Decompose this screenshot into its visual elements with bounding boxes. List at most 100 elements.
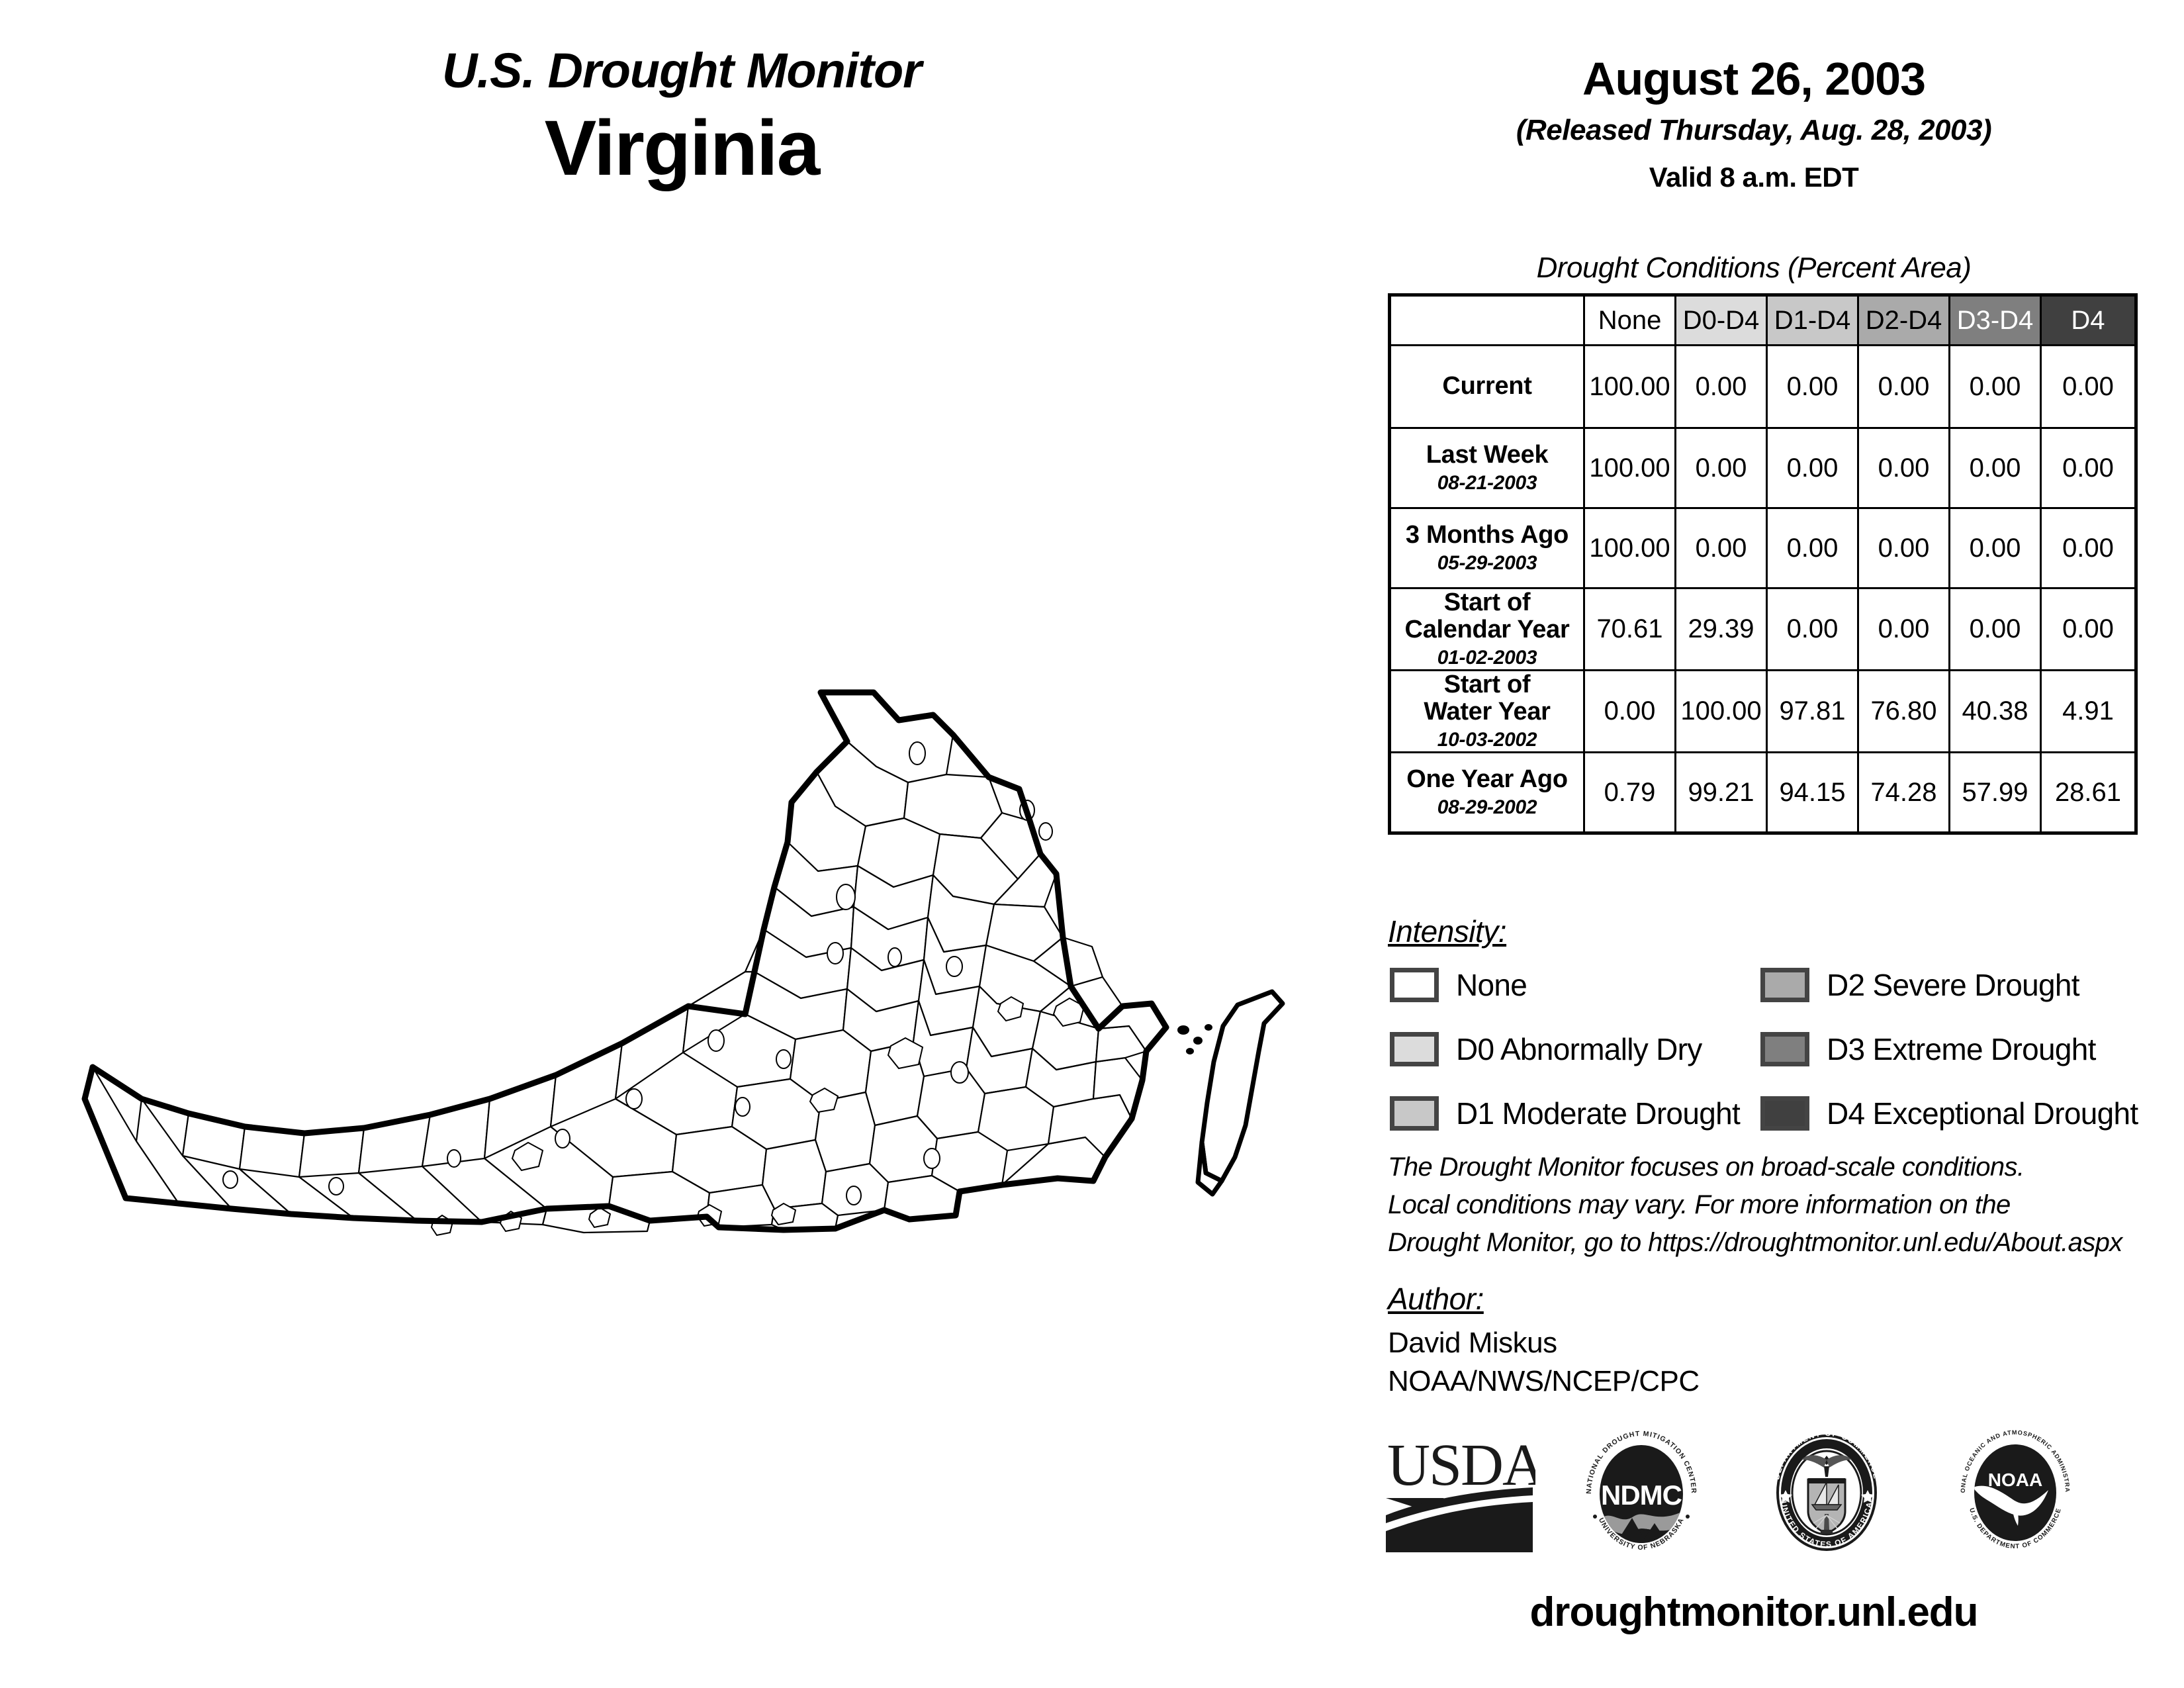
map-city-enclaves — [222, 741, 1085, 1237]
cell-d4: 4.91 — [2040, 669, 2137, 754]
cell-none: 100.00 — [1583, 507, 1676, 589]
legend-swatch-d1 — [1390, 1096, 1439, 1131]
cell-d2-d4: 0.00 — [1857, 427, 1950, 509]
cell-none: 100.00 — [1583, 427, 1676, 509]
cell-d3-d4: 0.00 — [1948, 507, 2042, 589]
legend-swatch-d3 — [1760, 1032, 1809, 1066]
table-header-row: None D0-D4 D1-D4 D2-D4 D3-D4 D4 — [1389, 294, 2137, 346]
row-label-text-line1: Start of — [1443, 671, 1531, 699]
table-caption: Drought Conditions (Percent Area) — [1536, 252, 1972, 284]
cell-d3-d4: 0.00 — [1948, 344, 2042, 429]
cell-d2-d4: 76.80 — [1857, 669, 1950, 754]
legend-swatch-d4 — [1760, 1096, 1809, 1131]
legend-item-d1: D1 Moderate Drought — [1390, 1096, 1741, 1131]
table-row: Start of Water Year 10-03-2002 0.00 100.… — [1388, 669, 2137, 754]
disclaimer-line-1: The Drought Monitor focuses on broad-sca… — [1388, 1152, 2025, 1182]
row-label-date: 01-02-2003 — [1437, 647, 1537, 669]
header-d4: D4 — [2040, 294, 2137, 346]
cell-d4: 0.00 — [2040, 427, 2137, 509]
header-d1-d4: D1-D4 — [1766, 294, 1859, 346]
cell-d0-d4: 0.00 — [1674, 344, 1768, 429]
header-d0-d4: D0-D4 — [1674, 294, 1768, 346]
legend-label-d3: D3 Extreme Drought — [1827, 1032, 2096, 1066]
valid-time: Valid 8 a.m. EDT — [1649, 162, 1859, 193]
cell-d4: 0.00 — [2040, 344, 2137, 429]
doc-logo: DEPARTMENT OF COMMERCE UNITED STATES OF … — [1772, 1429, 1880, 1551]
cell-d0-d4: 0.00 — [1674, 427, 1768, 509]
cell-d1-d4: 0.00 — [1766, 507, 1859, 589]
cell-d0-d4: 29.39 — [1674, 586, 1768, 672]
footer-url: droughtmonitor.unl.edu — [1529, 1589, 1978, 1635]
cell-d4: 0.00 — [2040, 507, 2137, 589]
page-title: U.S. Drought Monitor — [442, 43, 922, 98]
legend-item-d4: D4 Exceptional Drought — [1760, 1096, 2138, 1131]
svg-text:NOAA: NOAA — [1988, 1470, 2042, 1490]
svg-text:NDMC: NDMC — [1601, 1479, 1682, 1511]
release-date: (Released Thursday, Aug. 28, 2003) — [1516, 114, 1992, 146]
author-block: David Miskus NOAA/NWS/NCEP/CPC — [1388, 1324, 1700, 1401]
cell-d0-d4: 100.00 — [1674, 669, 1768, 754]
cell-none: 100.00 — [1583, 344, 1676, 429]
row-label-text-line2: Calendar Year — [1404, 616, 1570, 644]
cell-d0-d4: 99.21 — [1674, 751, 1768, 835]
map-eastern-shore — [1195, 989, 1285, 1197]
state-title: Virginia — [544, 105, 821, 192]
row-label-text: One Year Ago — [1406, 765, 1568, 794]
legend-item-none: None — [1390, 967, 1527, 1003]
row-label-text: 3 Months Ago — [1405, 520, 1569, 549]
cell-d3-d4: 40.38 — [1948, 669, 2042, 754]
table-row: One Year Ago 08-29-2002 0.79 99.21 94.15… — [1388, 751, 2137, 835]
issue-date: August 26, 2003 — [1582, 53, 1926, 105]
issue-header: August 26, 2003 (Released Thursday, Aug.… — [1363, 56, 2144, 193]
cell-d3-d4: 0.00 — [1948, 586, 2042, 672]
cell-none: 0.00 — [1583, 669, 1676, 754]
table-row: Start of Calendar Year 01-02-2003 70.61 … — [1388, 586, 2137, 672]
row-label-text-line2: Water Year — [1424, 698, 1551, 726]
row-label-text: Last Week — [1426, 440, 1549, 469]
row-label-date: 08-29-2002 — [1437, 796, 1537, 819]
svg-text:USDA: USDA — [1387, 1432, 1535, 1498]
cell-d1-d4: 0.00 — [1766, 427, 1859, 509]
row-label-date: 08-21-2003 — [1437, 472, 1537, 494]
header-blank — [1389, 295, 1584, 346]
cell-d4: 28.61 — [2040, 751, 2137, 835]
header-none: None — [1583, 294, 1676, 346]
cell-d2-d4: 0.00 — [1857, 344, 1950, 429]
legend-item-d3: D3 Extreme Drought — [1760, 1031, 2096, 1067]
row-label-text-line1: Start of — [1443, 588, 1531, 616]
table-row: Last Week 08-21-2003 100.00 0.00 0.00 0.… — [1388, 427, 2137, 509]
legend-label-d1: D1 Moderate Drought — [1456, 1096, 1741, 1131]
row-label-text: Current — [1442, 372, 1532, 400]
table-row: 3 Months Ago 05-29-2003 100.00 0.00 0.00… — [1388, 507, 2137, 589]
drought-conditions-table: None D0-D4 D1-D4 D2-D4 D3-D4 D4 Current … — [1388, 293, 2138, 835]
logo-strip: USDA NDMC NATIONAL DROUGHT MITIGATION CE… — [1383, 1427, 2151, 1566]
cell-d2-d4: 74.28 — [1857, 751, 1950, 835]
legend-item-d2: D2 Severe Drought — [1760, 967, 2080, 1003]
author-name: David Miskus — [1388, 1327, 1557, 1359]
title-block: U.S. Drought Monitor Virginia — [0, 43, 1363, 193]
header-d2-d4: D2-D4 — [1857, 294, 1950, 346]
legend-swatch-none — [1390, 968, 1439, 1002]
map-counties — [83, 691, 1167, 1234]
disclaimer: The Drought Monitor focuses on broad-sca… — [1388, 1149, 2169, 1261]
disclaimer-line-3: Drought Monitor, go to https://droughtmo… — [1388, 1227, 2122, 1257]
author-heading: Author: — [1388, 1282, 1484, 1316]
legend-swatch-d0 — [1390, 1032, 1439, 1066]
cell-d1-d4: 97.81 — [1766, 669, 1859, 754]
cell-d1-d4: 0.00 — [1766, 344, 1859, 429]
legend-label-d4: D4 Exceptional Drought — [1827, 1096, 2138, 1131]
row-label-date: 10-03-2002 — [1437, 729, 1537, 751]
author-affiliation: NOAA/NWS/NCEP/CPC — [1388, 1365, 1700, 1398]
row-label-one-year-ago: One Year Ago 08-29-2002 — [1388, 751, 1585, 835]
disclaimer-line-2: Local conditions may vary. For more info… — [1388, 1190, 2011, 1219]
map-state-outline — [81, 689, 1169, 1233]
legend-item-d0: D0 Abnormally Dry — [1390, 1031, 1702, 1067]
noaa-logo: NOAA NATIONAL OCEANIC AND ATMOSPHERIC AD… — [1949, 1427, 2070, 1550]
header-d3-d4: D3-D4 — [1948, 294, 2042, 346]
row-label-3-months-ago: 3 Months Ago 05-29-2003 — [1388, 507, 1585, 589]
cell-d0-d4: 0.00 — [1674, 507, 1768, 589]
table-row: Current 100.00 0.00 0.00 0.00 0.00 0.00 — [1388, 344, 2137, 429]
cell-d1-d4: 0.00 — [1766, 586, 1859, 672]
row-label-date: 05-29-2003 — [1437, 552, 1537, 575]
legend-label-none: None — [1456, 968, 1527, 1002]
